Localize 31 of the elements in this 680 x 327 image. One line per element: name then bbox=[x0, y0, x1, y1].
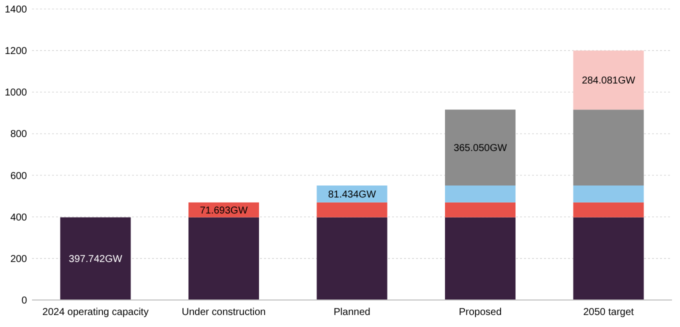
bar bbox=[316, 202, 388, 218]
bar bbox=[573, 50, 644, 110]
bar bbox=[60, 217, 131, 300]
y-tick-label: 1200 bbox=[4, 46, 28, 58]
bar bbox=[188, 217, 260, 300]
bar bbox=[444, 202, 516, 218]
x-tick-label: Proposed bbox=[458, 307, 502, 318]
y-tick-label: 600 bbox=[10, 170, 28, 182]
y-tick-label: 200 bbox=[10, 254, 28, 265]
bar bbox=[444, 186, 516, 202]
bar bbox=[573, 110, 644, 186]
y-tick-label: 400 bbox=[10, 212, 28, 224]
data-label: 71.693GW bbox=[200, 205, 248, 216]
x-tick-label: Planned bbox=[334, 307, 370, 318]
y-tick-label: 0 bbox=[21, 296, 28, 306]
data-label: 397.742GW bbox=[68, 254, 123, 266]
data-label: 365.050GW bbox=[454, 143, 508, 154]
x-tick-label: Under construction bbox=[182, 307, 266, 318]
data-label: 81.434GW bbox=[328, 189, 376, 200]
bar bbox=[444, 217, 516, 300]
bar bbox=[573, 217, 644, 300]
data-label: 284.081GW bbox=[582, 76, 636, 87]
bar bbox=[573, 186, 644, 202]
bar bbox=[573, 202, 644, 218]
bar bbox=[316, 217, 388, 300]
x-tick-label: 2024 operating capacity bbox=[42, 307, 149, 318]
y-tick-label: 1000 bbox=[4, 88, 28, 99]
y-tick-label: 800 bbox=[10, 129, 28, 140]
y-tick-label: 1400 bbox=[4, 4, 28, 16]
x-tick-label: 2050 target bbox=[583, 307, 634, 318]
bar bbox=[444, 110, 516, 186]
